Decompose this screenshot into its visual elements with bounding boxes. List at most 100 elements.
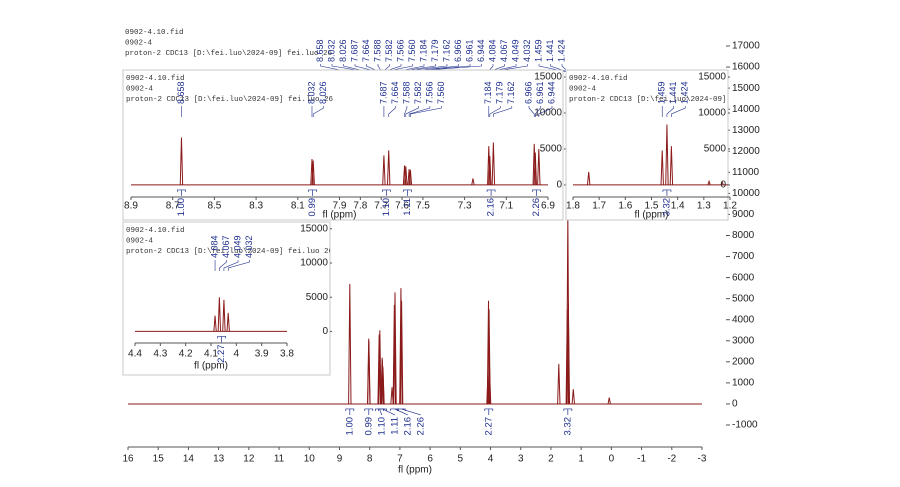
x-tick-label: -3 [698,454,707,465]
file-header: proton-2 CDC13 [D:\fei.luo\2024-09] fei.… [126,248,334,256]
y-tick-label: 10000 [300,258,328,269]
x-tick-label: 1.3 [697,201,711,212]
x-axis-label: fl (ppm) [635,210,669,221]
x-tick-label: -2 [667,454,676,465]
peak [222,299,226,332]
peak-label: 1.441 [545,39,555,62]
peak-label: 7.687 [378,81,388,104]
peak-label: 4.049 [510,39,520,62]
peak-label: 1.459 [533,39,543,62]
peak-label: 7.566 [395,39,405,62]
peak-label: 1.424 [680,81,690,104]
spectrum-panel: 0902-4.10.fid 0902-4 proton-2 CDC13 [D:\fe… [565,69,737,221]
peak-label: 8.026 [338,39,348,62]
y-tick-label: 11000 [732,167,760,178]
x-tick-label: 7.7 [374,201,388,212]
x-tick-label: 12 [243,454,255,465]
peak [488,156,492,185]
x-tick-label: 8.9 [124,201,138,212]
peak-label: 6.944 [476,39,486,62]
file-header: 0902-4.10.fid [126,227,185,235]
peak [720,180,724,186]
y-tick-label: 5000 [540,144,563,155]
peak [367,340,371,404]
peak-label: 7.588 [372,39,382,62]
peak-label: 7.184 [418,39,428,62]
x-tick-label: 11 [274,454,285,465]
peak-label: 7.582 [413,81,423,104]
peak-label-connector [410,106,442,117]
x-tick-label: 1.4 [671,201,685,212]
integral-label: 2.27 [216,344,227,363]
plot-area: 0902-4.10.fid 0902-4 proton-2 CDC13 [D:\fe… [126,75,548,186]
integral-label: 1.10 [376,417,387,436]
y-tick-label: 15000 [698,72,726,83]
y-tick-label: 3000 [732,335,755,346]
integral-bracket [177,189,186,196]
peak-label: 7.582 [384,39,394,62]
x-tick-label: 3 [518,454,524,465]
x-tick-label: 0 [609,454,615,465]
integral-label: 1.10 [381,198,392,217]
peak [533,152,537,185]
x-tick-label: 4.4 [128,349,142,360]
peak [311,160,315,185]
y-tick-label: 10000 [534,108,562,119]
peak [566,302,571,404]
peak [607,397,611,405]
x-tick-label: 4.1 [204,349,218,360]
x-tick-label: 4 [234,349,240,360]
y-tick-label: 9000 [732,209,755,220]
integral-bracket [308,189,317,196]
file-header: 0902-4 [125,39,153,47]
peak [226,312,230,332]
peak [587,171,591,185]
x-tick-label: -1 [637,454,646,465]
x-tick-label: 1.6 [618,201,632,212]
file-header: 0902-4 [569,85,597,93]
peak-label-connector [223,260,239,271]
x-axis-label: fl (ppm) [323,210,357,221]
file-header: proton-2 CDC13 [D:\fei.luo\2024-09] fei.… [125,50,333,58]
integral-label: 1.00 [176,198,187,217]
y-tick-label: 5000 [732,293,755,304]
integral-bracket [375,408,384,416]
peak-label-connector [405,106,419,117]
x-tick-label: 7.8 [353,201,367,212]
peak-label: 4.084 [209,235,219,258]
peak [378,330,382,404]
y-tick-label: 12000 [732,146,760,157]
peak [669,146,674,185]
x-tick-label: 4.2 [179,349,193,360]
x-tick-label: 8 [367,454,373,465]
peak-label: 4.032 [244,235,254,258]
y-tick-label: 17000 [732,41,760,52]
file-header: 0902-4.10.fid [569,75,628,83]
peak-label-connector [534,106,541,117]
x-tick-label: 1.7 [592,201,606,212]
peak [571,389,576,404]
file-header: 0902-4 [126,237,154,245]
y-tick-label: 14000 [732,104,760,115]
peak [491,142,496,185]
peak-label: 7.588 [401,81,411,104]
y-tick-label: 7000 [732,251,755,262]
x-tick-label: 3.8 [280,349,294,360]
integral-label: 1.11 [402,198,413,216]
peak [660,150,664,185]
x-tick-label: 1.5 [645,201,659,212]
peak [377,334,381,404]
y-tick-label: 0 [732,399,738,410]
plot-area: 0902-4.10.fid 0902-4 proton-2 CDC13 [D:\fe… [569,75,728,186]
spectrum-panel: 0902-4.10.fid 0902-4 proton-2 CDC13 [D:\fe… [122,29,760,476]
y-tick-label: 10000 [698,108,726,119]
y-tick-label: 16000 [732,62,760,73]
integral-bracket [532,189,541,196]
x-tick-label: 6.9 [541,201,555,212]
peak-label-connector [312,106,324,117]
spectrum-panel: 0902-4.10.fid 0902-4 proton-2 CDC13 [D:\fe… [122,221,334,376]
integral-label: 2.27 [483,417,494,436]
integral-bracket [382,189,391,196]
